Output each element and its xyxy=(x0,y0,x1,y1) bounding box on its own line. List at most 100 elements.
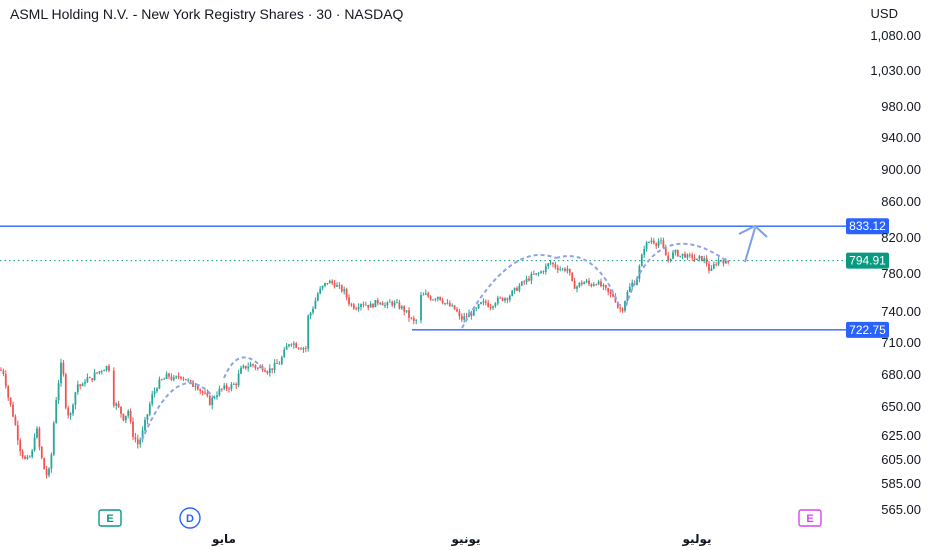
candle xyxy=(213,397,216,398)
candle xyxy=(31,450,34,457)
candle xyxy=(542,271,545,273)
candle xyxy=(362,304,365,306)
candle xyxy=(374,300,377,308)
candle xyxy=(43,458,46,470)
candle xyxy=(100,371,103,372)
candle xyxy=(223,385,226,389)
y-tick-label: 900.00 xyxy=(881,162,921,177)
candle xyxy=(108,365,110,371)
candle xyxy=(597,281,600,285)
candle xyxy=(28,456,31,458)
candle xyxy=(91,378,94,381)
candle xyxy=(4,374,7,387)
candle xyxy=(708,263,710,271)
candle xyxy=(252,364,254,366)
candle xyxy=(129,410,132,422)
candle xyxy=(86,377,89,383)
candle xyxy=(300,348,302,350)
candle xyxy=(511,290,514,296)
candle xyxy=(103,370,106,372)
y-tick-label: 680.00 xyxy=(881,367,921,382)
candle xyxy=(396,302,398,304)
candle xyxy=(501,297,504,301)
candle xyxy=(340,285,343,292)
last-price-tag-text: 794.91 xyxy=(849,254,886,268)
y-tick-label: 605.00 xyxy=(881,452,921,467)
candle xyxy=(33,437,36,451)
candle xyxy=(220,388,223,390)
cup-arc xyxy=(223,356,267,379)
candle xyxy=(177,376,180,378)
event-label: E xyxy=(106,513,113,525)
candle xyxy=(528,278,530,281)
candle xyxy=(484,301,487,303)
candle xyxy=(304,348,307,349)
last-price-tag-box xyxy=(846,252,889,269)
candle xyxy=(189,380,192,382)
candle xyxy=(400,306,403,309)
candle xyxy=(384,304,386,306)
candle xyxy=(456,309,458,312)
resistance-tag-box xyxy=(846,218,889,235)
candle xyxy=(657,241,660,246)
candle xyxy=(64,374,67,408)
candle xyxy=(67,407,70,416)
candle xyxy=(547,263,550,267)
candle xyxy=(516,287,518,291)
candle xyxy=(105,365,108,371)
candle xyxy=(19,440,22,452)
candle xyxy=(592,284,595,287)
candle xyxy=(40,446,43,459)
candle xyxy=(201,391,204,393)
candle xyxy=(297,347,300,349)
candle xyxy=(55,400,58,424)
candle xyxy=(664,248,667,256)
candle xyxy=(2,370,5,375)
candle xyxy=(549,262,552,264)
candle xyxy=(192,381,194,387)
candle xyxy=(316,293,319,301)
candle xyxy=(24,456,26,459)
candle xyxy=(79,384,82,387)
candle xyxy=(93,372,96,381)
y-tick-label: 820.00 xyxy=(881,230,921,245)
candle xyxy=(268,368,271,373)
candle xyxy=(463,316,466,320)
candle xyxy=(69,413,72,416)
y-tick-label: 780.00 xyxy=(881,266,921,281)
candle xyxy=(247,366,250,369)
candle xyxy=(117,403,120,407)
candle xyxy=(458,311,461,317)
candle xyxy=(165,373,168,379)
candle xyxy=(650,240,653,243)
candle xyxy=(328,280,331,284)
candle xyxy=(717,260,720,265)
candle xyxy=(321,285,324,289)
candle xyxy=(208,395,211,406)
candle xyxy=(242,365,245,368)
candle xyxy=(170,376,173,380)
candle xyxy=(360,304,362,307)
candle xyxy=(276,362,278,364)
candle xyxy=(180,376,182,379)
candle xyxy=(494,303,497,307)
candle xyxy=(194,386,197,388)
candle xyxy=(146,414,149,420)
candle xyxy=(518,285,521,291)
candle xyxy=(698,255,701,259)
candle xyxy=(386,302,389,305)
candle xyxy=(295,343,298,348)
candle xyxy=(607,287,610,292)
candle xyxy=(14,416,17,425)
candle xyxy=(57,383,60,401)
candle xyxy=(700,255,703,261)
candle xyxy=(254,365,257,368)
candle xyxy=(578,282,581,287)
y-tick-label: 980.00 xyxy=(881,99,921,114)
candle xyxy=(580,282,583,285)
support-tag-box xyxy=(846,321,889,338)
candle xyxy=(470,313,473,316)
candle xyxy=(645,242,648,249)
